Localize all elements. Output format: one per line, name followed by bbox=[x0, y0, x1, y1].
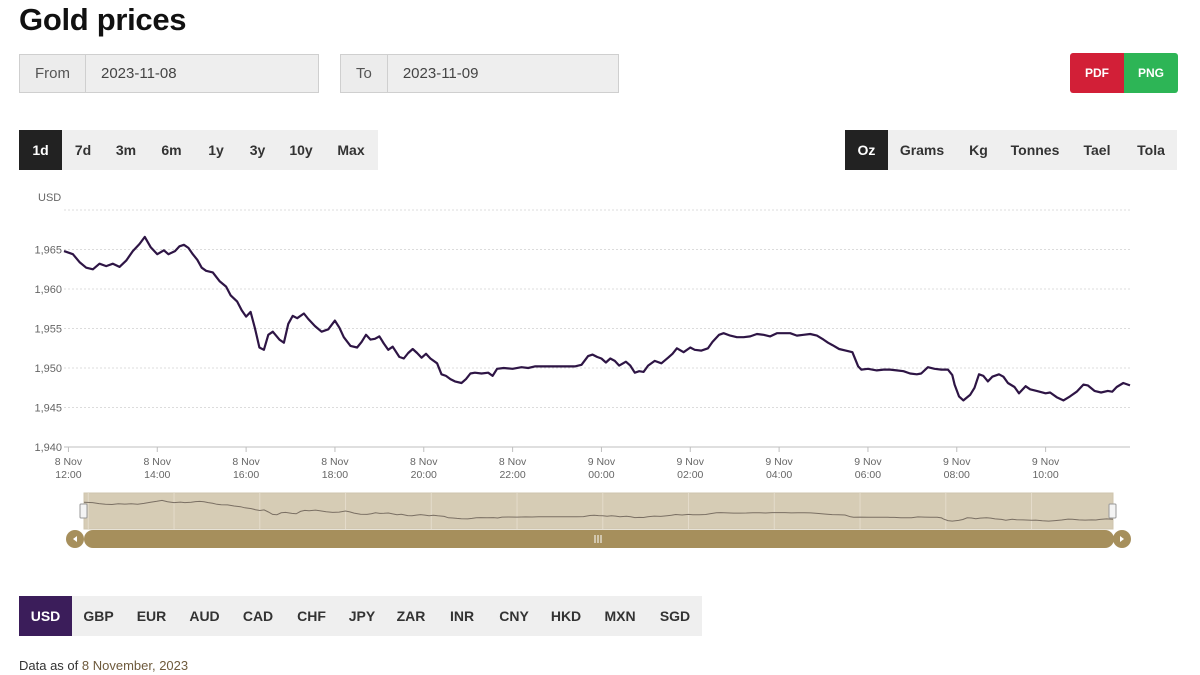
x-tick-label-date: 9 Nov bbox=[943, 456, 971, 468]
currency-option-usd[interactable]: USD bbox=[19, 596, 72, 636]
x-tick-label-time: 06:00 bbox=[855, 469, 881, 481]
currency-option-inr[interactable]: INR bbox=[449, 608, 475, 624]
navigator-window[interactable] bbox=[83, 492, 1114, 530]
y-tick-label: 1,955 bbox=[34, 324, 62, 336]
x-tick-label-date: 8 Nov bbox=[55, 456, 83, 468]
to-date-input[interactable]: 2023-11-09 bbox=[387, 55, 618, 92]
x-tick-label-date: 9 Nov bbox=[1032, 456, 1060, 468]
navigator-handle-left[interactable] bbox=[79, 503, 88, 519]
x-tick-label-time: 08:00 bbox=[944, 469, 970, 481]
x-tick-label-time: 12:00 bbox=[55, 469, 81, 481]
y-tick-label: 1,945 bbox=[34, 403, 62, 415]
range-option-1y[interactable]: 1y bbox=[208, 142, 224, 158]
price-series bbox=[63, 235, 1131, 402]
y-axis-ticks: 1,940 1,945 1,950 1,955 1,960 1,965 bbox=[34, 245, 62, 455]
chart-navigator[interactable] bbox=[66, 492, 1131, 548]
x-tick-label-date: 8 Nov bbox=[499, 456, 527, 468]
currency-option-sgd[interactable]: SGD bbox=[659, 608, 691, 624]
from-date-input[interactable]: 2023-11-08 bbox=[86, 55, 318, 92]
y-tick-label: 1,950 bbox=[34, 363, 62, 375]
x-tick-label-date: 9 Nov bbox=[588, 456, 616, 468]
x-tick-label-date: 9 Nov bbox=[677, 456, 705, 468]
range-option-1d[interactable]: 1d bbox=[19, 130, 62, 170]
navigator-series bbox=[83, 499, 1114, 522]
y-tick-label: 1,965 bbox=[34, 245, 62, 257]
y-tick-label: 1,960 bbox=[34, 284, 62, 296]
x-tick-label-date: 9 Nov bbox=[765, 456, 793, 468]
data-as-of-note: Data as of 8 November, 2023 bbox=[19, 658, 188, 673]
chart-grid bbox=[64, 209, 1130, 448]
unit-option-tonnes[interactable]: Tonnes bbox=[1010, 142, 1060, 158]
currency-option-eur[interactable]: EUR bbox=[136, 608, 167, 624]
chevron-right-icon bbox=[1120, 536, 1124, 542]
from-label: From bbox=[20, 55, 86, 92]
x-tick-label-time: 20:00 bbox=[411, 469, 437, 481]
unit-option-grams[interactable]: Grams bbox=[899, 142, 945, 158]
x-tick-label-time: 16:00 bbox=[233, 469, 259, 481]
range-option-max[interactable]: Max bbox=[337, 142, 365, 158]
currency-option-gbp[interactable]: GBP bbox=[83, 608, 114, 624]
range-option-6m[interactable]: 6m bbox=[161, 142, 182, 158]
x-tick-label-time: 00:00 bbox=[588, 469, 614, 481]
to-date-group: To 2023-11-09 bbox=[340, 54, 619, 93]
page-title: Gold prices bbox=[19, 2, 187, 37]
x-tick-label-time: 04:00 bbox=[766, 469, 792, 481]
x-tick-label-date: 8 Nov bbox=[144, 456, 172, 468]
currency-option-zar[interactable]: ZAR bbox=[396, 608, 426, 624]
x-tick-label-time: 14:00 bbox=[144, 469, 170, 481]
x-tick-label-time: 02:00 bbox=[677, 469, 703, 481]
currency-option-chf[interactable]: CHF bbox=[297, 608, 326, 624]
price-line bbox=[63, 235, 1131, 402]
data-as-of-prefix: Data as of bbox=[19, 658, 82, 673]
x-tick-label-date: 8 Nov bbox=[232, 456, 260, 468]
export-pdf-button[interactable]: PDF bbox=[1070, 53, 1124, 93]
range-option-7d[interactable]: 7d bbox=[74, 142, 92, 158]
currency-option-mxn[interactable]: MXN bbox=[604, 608, 636, 624]
currency-option-aud[interactable]: AUD bbox=[189, 608, 220, 624]
export-png-button[interactable]: PNG bbox=[1124, 53, 1178, 93]
export-buttons: PDF PNG bbox=[1070, 53, 1178, 93]
to-label: To bbox=[341, 55, 388, 92]
y-axis-label: USD bbox=[38, 192, 61, 204]
currency-option-jpy[interactable]: JPY bbox=[348, 608, 376, 624]
y-tick-label: 1,940 bbox=[34, 442, 62, 454]
range-option-3m[interactable]: 3m bbox=[115, 142, 137, 158]
weight-unit-selector: Oz Grams Kg Tonnes Tael Tola bbox=[845, 130, 1177, 170]
x-tick-label-time: 10:00 bbox=[1032, 469, 1058, 481]
currency-option-hkd[interactable]: HKD bbox=[550, 608, 582, 624]
currency-selector: USD GBP EUR AUD CAD CHF JPY ZAR INR CNY HKD MXN SGD bbox=[19, 596, 702, 636]
unit-option-tola[interactable]: Tola bbox=[1137, 142, 1165, 158]
unit-option-tael[interactable]: Tael bbox=[1083, 142, 1111, 158]
from-date-group: From 2023-11-08 bbox=[19, 54, 319, 93]
time-range-selector: 1d 7d 3m 6m 1y 3y 10y Max bbox=[19, 130, 378, 170]
navigator-scrollbar[interactable] bbox=[84, 530, 1114, 548]
data-as-of-date[interactable]: 8 November, 2023 bbox=[81, 658, 189, 673]
range-option-3y[interactable]: 3y bbox=[249, 142, 266, 158]
x-tick-label-date: 8 Nov bbox=[410, 456, 438, 468]
x-tick-label-time: 22:00 bbox=[499, 469, 525, 481]
range-option-10y[interactable]: 10y bbox=[289, 142, 313, 158]
unit-option-kg[interactable]: Kg bbox=[969, 142, 988, 158]
currency-option-cny[interactable]: CNY bbox=[499, 608, 529, 624]
chevron-left-icon bbox=[73, 536, 77, 542]
x-tick-label-date: 8 Nov bbox=[321, 456, 349, 468]
x-tick-label-date: 9 Nov bbox=[854, 456, 882, 468]
currency-option-cad[interactable]: CAD bbox=[242, 608, 274, 624]
navigator-handle-right[interactable] bbox=[1108, 503, 1117, 519]
x-tick-label-time: 18:00 bbox=[322, 469, 348, 481]
unit-option-oz[interactable]: Oz bbox=[845, 130, 888, 170]
